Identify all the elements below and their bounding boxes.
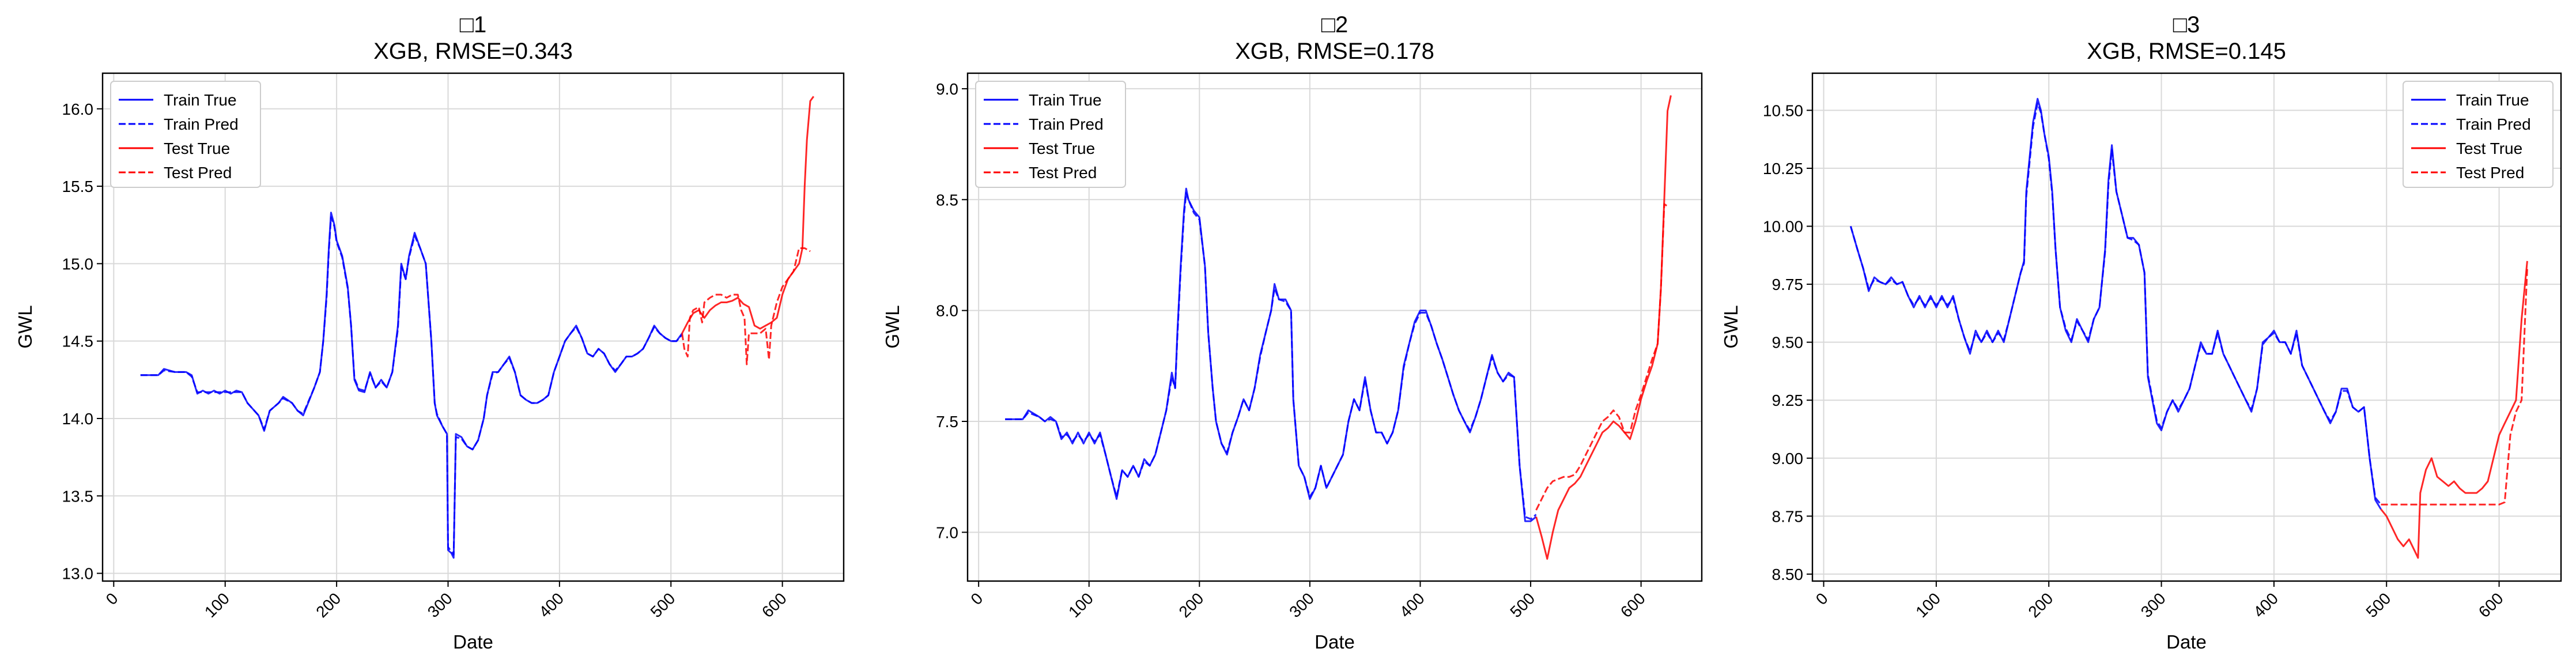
legend-label: Test Pred	[164, 164, 232, 182]
legend-box	[2403, 81, 2554, 188]
y-tick-label: 13.0	[62, 565, 94, 583]
y-tick-label: 8.0	[936, 302, 958, 320]
y-tick-label: 10.00	[1763, 218, 1803, 236]
y-tick-label: 8.5	[936, 191, 958, 209]
series-layer	[140, 96, 815, 559]
legend-label: Train True	[164, 91, 237, 109]
y-tick-label: 8.75	[1772, 507, 1804, 525]
y-tick-label: 9.0	[936, 80, 958, 98]
series-line-train-pred	[140, 216, 683, 556]
y-tick-label: 16.0	[62, 100, 94, 118]
y-axis-label: GWL	[882, 305, 903, 348]
y-tick-label: 10.50	[1763, 101, 1803, 119]
y-tick-label: 13.5	[62, 487, 94, 505]
legend-label: Train Pred	[2456, 115, 2531, 133]
x-axis-label: Date	[2166, 631, 2207, 653]
y-tick-label: 15.5	[62, 178, 94, 195]
series-line-test-pred	[681, 247, 811, 365]
legend-label: Test True	[2456, 140, 2522, 157]
series-line-train-true	[1849, 97, 2382, 510]
title-line-2: XGB, RMSE=0.343	[373, 39, 573, 64]
legend-box	[975, 81, 1126, 188]
title-line-2: XGB, RMSE=0.145	[2087, 39, 2286, 64]
y-tick-label: 14.0	[62, 410, 94, 428]
legend-label: Train True	[1029, 91, 1102, 109]
title-line-1: □2	[1321, 12, 1348, 37]
x-axis-label: Date	[453, 631, 493, 653]
legend-label: Test True	[1029, 140, 1095, 157]
y-tick-label: 9.25	[1772, 391, 1804, 409]
y-tick-label: 7.5	[936, 413, 958, 431]
plot-frame	[101, 72, 845, 582]
series-line-test-pred	[2381, 267, 2528, 506]
legend-label: Test Pred	[1029, 164, 1097, 182]
legend-box	[110, 81, 261, 188]
legend-label: Train Pred	[1029, 115, 1104, 133]
y-tick-label: 8.50	[1772, 566, 1804, 583]
legend-label: Train Pred	[164, 115, 239, 133]
title-line-1: □1	[460, 12, 486, 37]
series-line-train-pred	[1005, 192, 1537, 520]
y-tick-label: 15.0	[62, 255, 94, 273]
title-line-2: XGB, RMSE=0.178	[1235, 39, 1434, 64]
legend-label: Test True	[164, 140, 230, 157]
plot-frame	[1811, 72, 2562, 582]
y-tick-label: 14.5	[62, 333, 94, 350]
legend-label: Test Pred	[2456, 164, 2524, 182]
series-layer	[1849, 97, 2528, 559]
series-line-test-true	[681, 96, 815, 334]
y-axis-label: GWL	[1720, 305, 1742, 348]
y-tick-label: 7.0	[936, 523, 958, 541]
legend: Train True Train Pred Test True Test Pred	[110, 81, 261, 188]
gridlines	[103, 73, 844, 581]
series-line-train-pred	[1849, 102, 2382, 506]
title-line-1: □3	[2173, 12, 2200, 37]
plot-frame	[966, 72, 1703, 582]
legend: Train True Train Pred Test True Test Pred	[975, 81, 1126, 188]
y-axis-label: GWL	[14, 305, 36, 348]
series-layer	[1005, 95, 1672, 560]
y-tick-label: 9.50	[1772, 334, 1804, 352]
series-line-test-true	[2380, 261, 2528, 559]
y-tick-label: 10.25	[1763, 160, 1803, 178]
y-tick-label: 9.00	[1772, 450, 1804, 468]
series-line-test-pred	[1535, 203, 1668, 511]
y-tick-label: 9.75	[1772, 276, 1804, 293]
legend: Train True Train Pred Test True Test Pred	[2403, 81, 2554, 188]
x-axis-label: Date	[1315, 631, 1355, 653]
gridlines	[968, 73, 1702, 581]
legend-label: Train True	[2456, 91, 2529, 109]
gridlines	[1812, 73, 2561, 581]
